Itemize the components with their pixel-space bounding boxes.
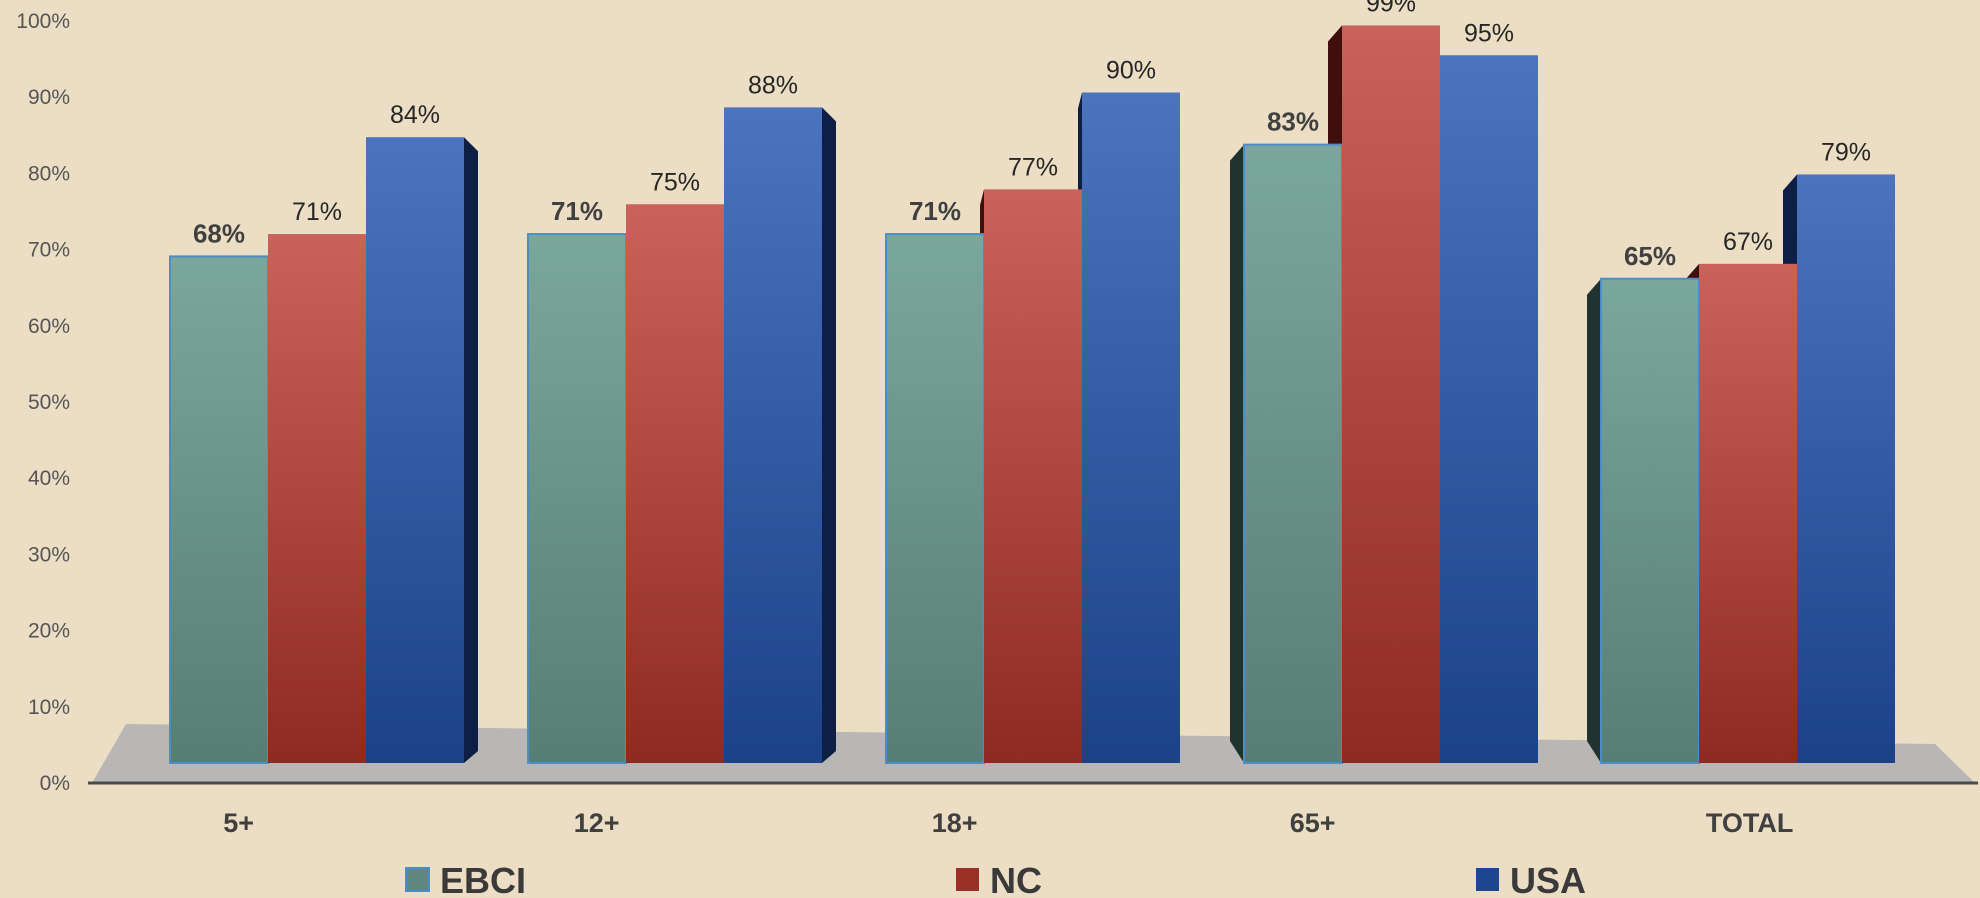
data-label-usa-5: 84% (390, 101, 440, 129)
y-tick-label: 50% (28, 391, 70, 414)
data-label-nc-total: 67% (1723, 228, 1773, 256)
legend-item-usa: USA (1476, 860, 1586, 898)
x-tick-label-18: 18+ (932, 808, 978, 838)
bar-nc-18 (984, 189, 1082, 764)
bar-usa-65 (1440, 55, 1538, 763)
bar-group-65 (1230, 25, 1538, 764)
bar-ebci-18 (885, 233, 985, 765)
legend-swatch-ebci (405, 867, 430, 892)
bar-group-18 (885, 92, 1180, 765)
y-tick-label: 90% (28, 86, 70, 109)
bar-nc-total (1699, 263, 1797, 763)
legend-swatch-usa (1476, 868, 1499, 891)
data-label-ebci-18: 71% (909, 196, 961, 226)
bar-usa-12 (724, 107, 822, 763)
legend-swatch-nc (956, 868, 979, 891)
x-tick-label-65: 65+ (1290, 808, 1336, 838)
legend-label-nc: NC (990, 860, 1042, 898)
y-tick-label: 10% (28, 696, 70, 719)
bar-group-total (1587, 174, 1895, 764)
legend-item-nc: NC (956, 860, 1042, 898)
bar-side-usa-12 (822, 107, 836, 763)
data-label-usa-total: 79% (1821, 138, 1871, 166)
y-axis: 0% 10% 20% 30% 40% 50% 60% 70% 80% 90% 100% (16, 10, 70, 795)
legend-label-ebci: EBCI (440, 860, 526, 898)
y-tick-label: 0% (40, 772, 70, 795)
bar-side-ebci-total (1587, 278, 1601, 763)
x-tick-label-total: TOTAL (1706, 808, 1794, 838)
data-label-usa-12: 88% (748, 71, 798, 99)
y-tick-label: 80% (28, 162, 70, 185)
bar-nc-5 (268, 234, 366, 764)
data-label-ebci-65: 83% (1267, 107, 1319, 137)
y-tick-label: 70% (28, 239, 70, 262)
x-axis: 5+ 12+ 18+ 65+ TOTAL (223, 808, 1793, 838)
data-label-usa-65: 95% (1464, 19, 1514, 47)
bar-ebci-65 (1243, 143, 1343, 764)
data-label-nc-18: 77% (1008, 153, 1058, 181)
bar-ebci-5 (169, 255, 269, 764)
bar-group-5 (169, 137, 478, 764)
data-labels: 68% 71% 84% 71% 75% 88% 71% 77% 90% 83% 99% 95% 65% 6… (193, 0, 1871, 271)
data-label-ebci-12: 71% (551, 196, 603, 226)
bar-ebci-12 (527, 233, 627, 765)
bar-nc-65 (1342, 25, 1440, 763)
x-tick-label-5: 5+ (223, 808, 254, 838)
data-label-nc-65: 99% (1366, 0, 1416, 17)
legend-item-ebci: EBCI (405, 860, 526, 898)
y-tick-label: 100% (16, 10, 70, 33)
data-label-nc-5: 71% (292, 198, 342, 226)
y-tick-label: 30% (28, 543, 70, 566)
bar-usa-18 (1082, 92, 1180, 763)
legend-label-usa: USA (1510, 860, 1586, 898)
bar-nc-12 (626, 204, 724, 763)
data-label-ebci-total: 65% (1624, 241, 1676, 271)
data-label-nc-12: 75% (650, 168, 700, 196)
bar-usa-5 (366, 137, 464, 763)
y-tick-label: 20% (28, 620, 70, 643)
bar-usa-total (1797, 174, 1895, 763)
y-tick-label: 60% (28, 315, 70, 338)
bar-ebci-total (1600, 277, 1700, 764)
bar-side-ebci-65 (1230, 144, 1244, 763)
legend: EBCI NC USA (405, 860, 1586, 898)
y-tick-label: 40% (28, 467, 70, 490)
bar-group-12 (527, 107, 836, 765)
bar-side-usa-5 (464, 137, 478, 763)
data-label-ebci-5: 68% (193, 218, 245, 248)
bars (169, 25, 1895, 765)
x-tick-label-12: 12+ (574, 808, 620, 838)
data-label-usa-18: 90% (1106, 57, 1156, 85)
